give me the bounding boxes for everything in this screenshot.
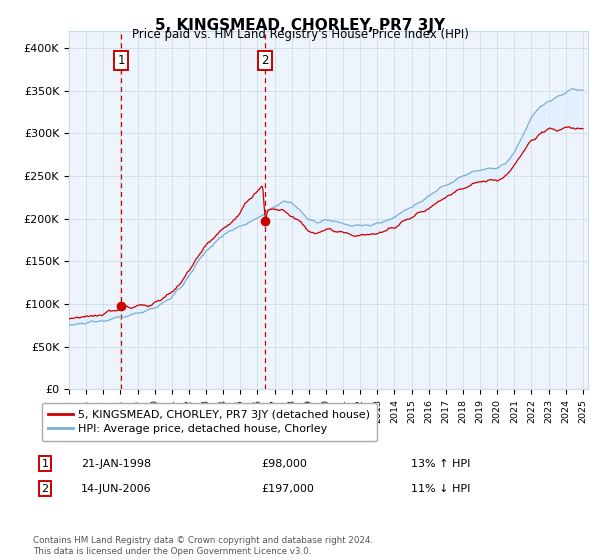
Text: 21-JAN-1998: 21-JAN-1998 — [81, 459, 151, 469]
Legend: 5, KINGSMEAD, CHORLEY, PR7 3JY (detached house), HPI: Average price, detached ho: 5, KINGSMEAD, CHORLEY, PR7 3JY (detached… — [41, 403, 377, 441]
Text: 5, KINGSMEAD, CHORLEY, PR7 3JY: 5, KINGSMEAD, CHORLEY, PR7 3JY — [155, 18, 445, 33]
Text: £98,000: £98,000 — [261, 459, 307, 469]
Text: 14-JUN-2006: 14-JUN-2006 — [81, 484, 152, 494]
Text: Price paid vs. HM Land Registry's House Price Index (HPI): Price paid vs. HM Land Registry's House … — [131, 28, 469, 41]
Text: 2: 2 — [262, 54, 269, 67]
Text: 2: 2 — [41, 484, 49, 494]
Text: 11% ↓ HPI: 11% ↓ HPI — [411, 484, 470, 494]
Text: Contains HM Land Registry data © Crown copyright and database right 2024.
This d: Contains HM Land Registry data © Crown c… — [33, 536, 373, 556]
Text: £197,000: £197,000 — [261, 484, 314, 494]
Text: 13% ↑ HPI: 13% ↑ HPI — [411, 459, 470, 469]
Text: 1: 1 — [118, 54, 125, 67]
Text: 1: 1 — [41, 459, 49, 469]
